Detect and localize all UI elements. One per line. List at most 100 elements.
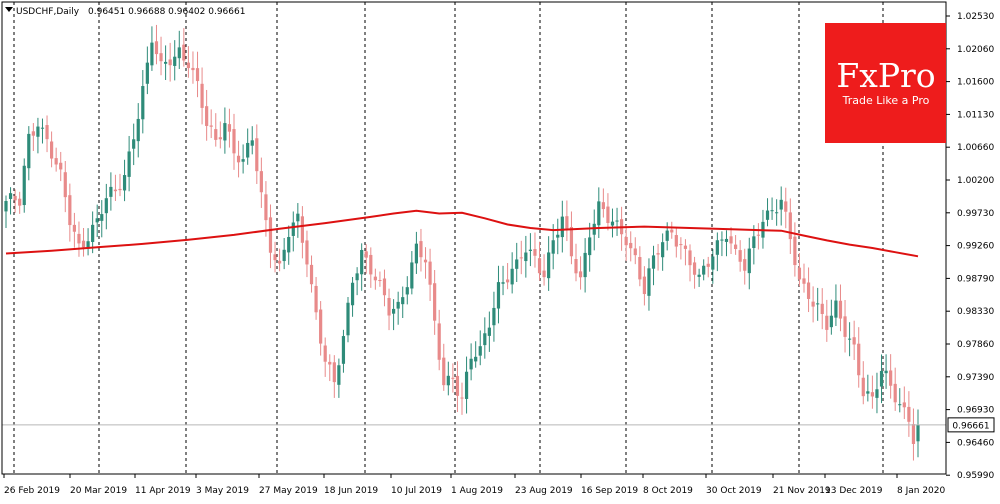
dropdown-triangle-icon[interactable] xyxy=(5,7,13,12)
candle xyxy=(638,246,642,287)
candle xyxy=(423,247,428,279)
candle-body xyxy=(392,308,396,314)
candle xyxy=(227,108,232,148)
y-tick-label: 0.95990 xyxy=(957,471,994,481)
ohlc-readout: 0.96451 0.96688 0.96402 0.96661 xyxy=(88,7,245,17)
candle-body xyxy=(159,53,163,62)
candle-body xyxy=(825,315,829,330)
candle-body xyxy=(446,375,450,386)
candle-body xyxy=(410,262,414,289)
candle-body xyxy=(606,206,610,224)
candle-body xyxy=(419,241,423,258)
candle xyxy=(68,183,72,242)
fxpro-logo: FxPro Trade Like a Pro xyxy=(825,23,946,143)
candle-body xyxy=(460,397,464,399)
candle xyxy=(474,341,478,368)
candle xyxy=(542,254,546,286)
candle-body xyxy=(556,234,560,238)
candle xyxy=(236,140,241,178)
candle-body xyxy=(560,216,564,238)
candle xyxy=(770,197,774,220)
candle xyxy=(711,249,715,284)
candle-body xyxy=(182,44,186,61)
candle xyxy=(829,299,833,335)
candle xyxy=(173,40,177,81)
candle-body xyxy=(136,118,140,142)
candle-body xyxy=(18,198,22,206)
candle xyxy=(401,286,405,319)
candle xyxy=(328,354,332,382)
candle xyxy=(309,255,314,293)
candle xyxy=(319,301,323,356)
logo-box xyxy=(825,23,946,143)
candle xyxy=(688,244,692,282)
candle xyxy=(738,240,742,272)
candle-body xyxy=(565,216,569,229)
candle-body xyxy=(629,242,633,249)
candle-body xyxy=(656,253,660,255)
candle-body xyxy=(829,315,833,328)
x-tick-label: 27 May 2019 xyxy=(259,486,318,496)
candle-body xyxy=(414,243,418,264)
candle xyxy=(45,115,49,153)
candle-body xyxy=(610,221,615,226)
candle xyxy=(246,128,250,165)
candle xyxy=(802,263,806,293)
candle-body xyxy=(173,56,177,66)
candle xyxy=(332,355,336,398)
candle xyxy=(392,299,396,331)
x-tick-label: 16 Sep 2019 xyxy=(581,486,638,496)
candle-body xyxy=(4,201,8,212)
candle xyxy=(606,193,610,231)
candle xyxy=(756,223,760,250)
candle xyxy=(487,311,491,352)
candle-body xyxy=(802,278,806,284)
candle-body xyxy=(911,424,916,444)
candle xyxy=(113,174,118,201)
candle-body xyxy=(118,188,122,191)
candle-body xyxy=(278,260,282,264)
candle xyxy=(661,233,665,271)
candle-body xyxy=(756,234,760,236)
candle-body xyxy=(793,236,797,266)
candle xyxy=(164,45,168,80)
candle-body xyxy=(861,377,865,397)
candle xyxy=(369,247,373,288)
candle-body xyxy=(683,245,688,249)
candle-body xyxy=(533,249,537,256)
candle-body xyxy=(273,254,277,261)
candle-body xyxy=(670,229,674,233)
candle-body xyxy=(314,285,318,313)
candle-body xyxy=(282,249,286,262)
candle xyxy=(597,187,601,239)
candle-body xyxy=(369,254,373,275)
candle xyxy=(241,144,245,174)
candle xyxy=(547,236,551,291)
candle xyxy=(610,208,615,238)
candle xyxy=(765,198,770,227)
candle-body xyxy=(857,343,861,376)
candle-body xyxy=(250,140,254,146)
candle xyxy=(341,329,346,373)
candle xyxy=(282,237,286,270)
candle-body xyxy=(255,138,259,172)
candle-body xyxy=(752,236,756,249)
candle-body xyxy=(77,233,81,244)
candle-body xyxy=(91,224,95,242)
candle-body xyxy=(423,259,428,263)
candle-body xyxy=(209,125,213,127)
y-tick-label: 0.97860 xyxy=(957,340,994,350)
candle-body xyxy=(328,361,332,365)
candle-body xyxy=(337,365,341,385)
candle xyxy=(81,227,86,257)
candle-body xyxy=(104,198,108,214)
candle xyxy=(820,288,824,330)
candle-body xyxy=(519,257,523,259)
candle-body xyxy=(889,370,893,386)
candle-body xyxy=(492,307,496,326)
candle-body xyxy=(724,238,729,242)
candle xyxy=(214,113,218,147)
candle xyxy=(86,228,90,256)
candle xyxy=(323,337,327,377)
candle-body xyxy=(547,252,551,279)
